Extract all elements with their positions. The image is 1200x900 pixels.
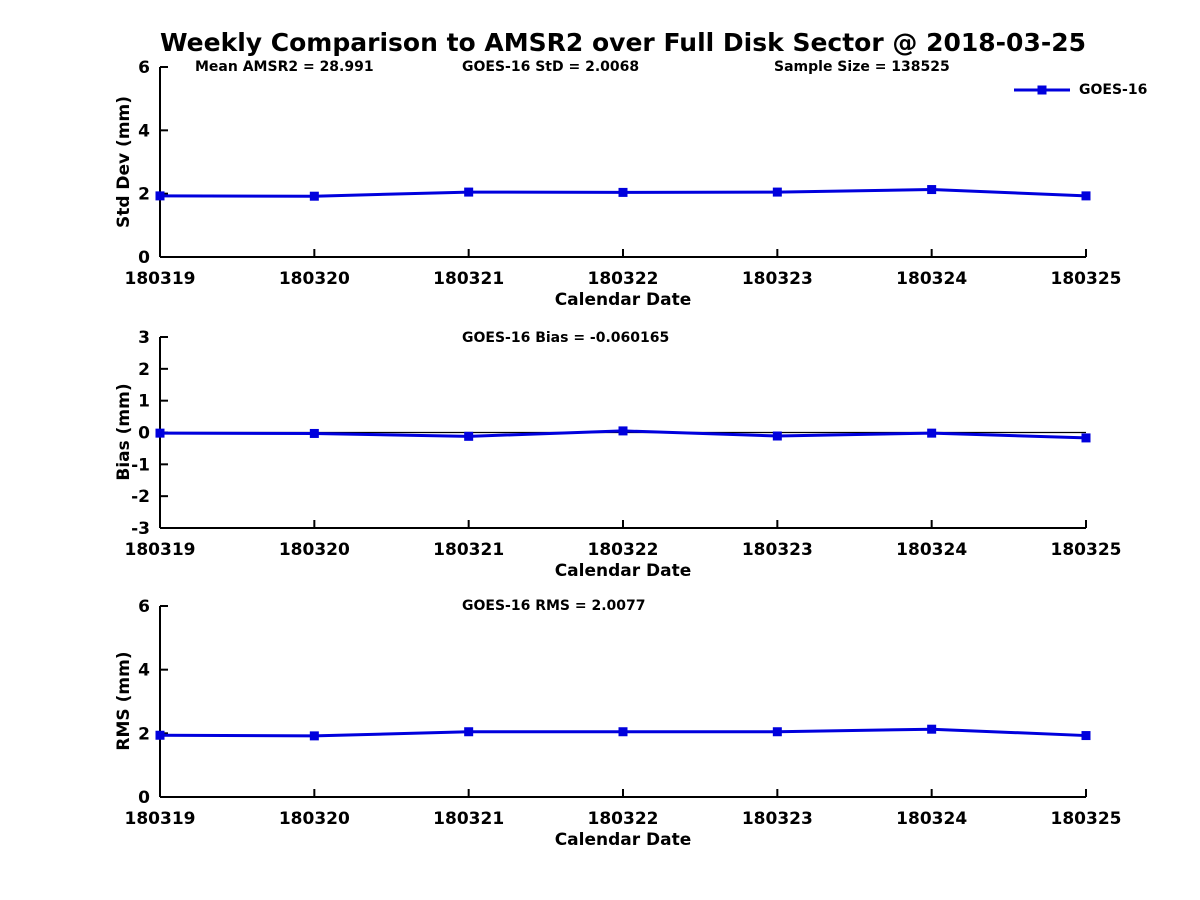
x-tick-label: 180323 <box>742 540 813 560</box>
figure-title: Weekly Comparison to AMSR2 over Full Dis… <box>159 28 1087 57</box>
data-point-marker <box>464 431 474 441</box>
data-point-marker <box>927 185 937 195</box>
y-axis-label-rms: RMS (mm) <box>114 651 134 751</box>
x-axis-label-3: Calendar Date <box>554 830 692 850</box>
x-tick-label: 180322 <box>588 540 659 560</box>
data-point-marker <box>618 426 628 436</box>
x-tick-label: 180324 <box>896 269 967 289</box>
annotation-sample-size: Sample Size = 138525 <box>774 59 950 75</box>
x-tick-label: 180322 <box>588 809 659 829</box>
x-tick-label: 180320 <box>279 269 350 289</box>
x-axis-label-2: Calendar Date <box>554 561 692 581</box>
x-tick-label: 180320 <box>279 540 350 560</box>
y-tick-label: -1 <box>131 455 150 475</box>
legend: GOES-16 <box>1014 82 1147 98</box>
y-tick-label: -2 <box>131 487 150 507</box>
data-point-marker <box>772 187 782 197</box>
data-point-marker <box>309 731 319 741</box>
y-tick-label: 2 <box>138 360 150 380</box>
data-point-marker <box>309 428 319 438</box>
data-point-marker <box>464 187 474 197</box>
data-point-marker <box>309 191 319 201</box>
data-point-marker <box>618 187 628 197</box>
y-tick-label: 0 <box>138 788 150 808</box>
y-tick-label: -3 <box>131 519 150 539</box>
data-point-marker <box>772 431 782 441</box>
x-tick-label: 180325 <box>1051 269 1122 289</box>
data-point-marker <box>927 428 937 438</box>
y-axis-label-bias: Bias (mm) <box>114 383 134 481</box>
x-tick-label: 180322 <box>588 269 659 289</box>
x-tick-label: 180325 <box>1051 540 1122 560</box>
annotation-goes16-std: GOES-16 StD = 2.0068 <box>462 59 640 75</box>
x-axis-label-1: Calendar Date <box>554 290 692 310</box>
data-point-marker <box>927 724 937 734</box>
y-tick-label: 1 <box>138 392 150 412</box>
data-point-marker <box>1081 433 1091 443</box>
data-point-marker <box>1081 191 1091 201</box>
annotation-goes16-rms: GOES-16 RMS = 2.0077 <box>462 598 646 614</box>
x-tick-label: 180321 <box>433 809 504 829</box>
data-point-marker <box>155 730 165 740</box>
y-tick-label: 4 <box>138 121 150 141</box>
data-point-marker <box>464 727 474 737</box>
data-point-marker <box>772 727 782 737</box>
y-tick-label: 6 <box>138 58 150 78</box>
y-tick-label: 0 <box>138 424 150 444</box>
x-tick-label: 180323 <box>742 809 813 829</box>
x-tick-label: 180319 <box>125 809 196 829</box>
y-axis-label-stddev: Std Dev (mm) <box>114 95 134 229</box>
data-point-marker <box>618 727 628 737</box>
x-tick-label: 180319 <box>125 540 196 560</box>
x-tick-label: 180325 <box>1051 809 1122 829</box>
annotation-mean-amsr2: Mean AMSR2 = 28.991 <box>195 59 374 75</box>
y-tick-label: 0 <box>138 248 150 268</box>
data-point-marker <box>155 428 165 438</box>
y-tick-label: 2 <box>138 724 150 744</box>
y-tick-label: 4 <box>138 661 150 681</box>
x-tick-label: 180324 <box>896 540 967 560</box>
x-tick-label: 180321 <box>433 540 504 560</box>
x-tick-label: 180324 <box>896 809 967 829</box>
y-tick-label: 3 <box>138 328 150 348</box>
legend-label: GOES-16 <box>1079 82 1148 98</box>
y-tick-label: 6 <box>138 597 150 617</box>
data-point-marker <box>155 191 165 201</box>
annotation-goes16-bias: GOES-16 Bias = -0.060165 <box>462 330 670 346</box>
x-tick-label: 180320 <box>279 809 350 829</box>
x-tick-label: 180319 <box>125 269 196 289</box>
x-tick-label: 180323 <box>742 269 813 289</box>
data-point-marker <box>1081 731 1091 741</box>
legend-line-marker-icon <box>1014 85 1070 95</box>
y-tick-label: 2 <box>138 185 150 205</box>
x-tick-label: 180321 <box>433 269 504 289</box>
